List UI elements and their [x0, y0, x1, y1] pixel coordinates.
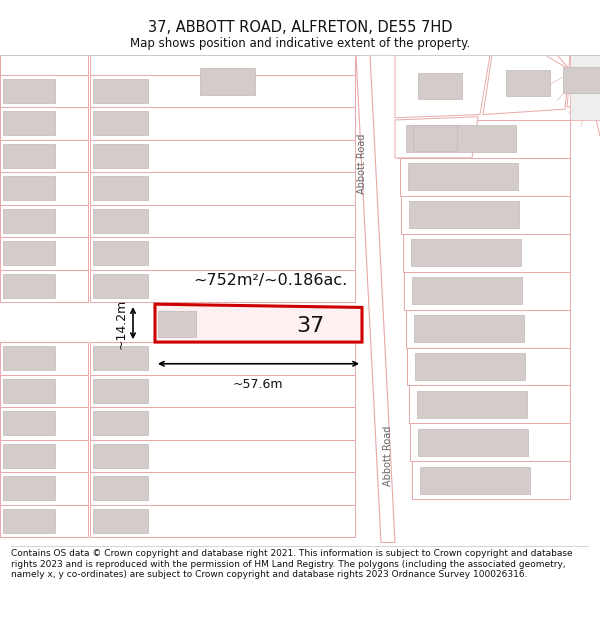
Bar — [90, 204, 355, 237]
Bar — [407, 348, 570, 386]
Bar — [3, 209, 55, 232]
Bar — [93, 411, 148, 435]
Bar — [0, 374, 88, 407]
Bar — [406, 126, 516, 152]
Bar — [90, 407, 355, 439]
Bar — [90, 107, 355, 139]
Bar — [410, 423, 570, 461]
Bar — [90, 139, 355, 172]
Bar — [93, 176, 148, 200]
Text: 37: 37 — [296, 316, 324, 336]
Text: ~57.6m: ~57.6m — [233, 378, 283, 391]
Bar — [563, 67, 600, 93]
Bar — [3, 509, 55, 532]
Bar — [93, 274, 148, 298]
Bar — [409, 201, 519, 228]
Bar — [0, 204, 88, 237]
Bar — [93, 241, 148, 265]
Bar — [400, 158, 570, 196]
Bar — [200, 68, 255, 95]
Bar — [416, 391, 527, 418]
Bar — [90, 504, 355, 537]
Bar — [90, 439, 355, 472]
Bar — [406, 309, 570, 348]
Bar — [0, 55, 88, 74]
Polygon shape — [567, 55, 600, 107]
Bar — [401, 196, 570, 234]
Polygon shape — [356, 55, 395, 542]
Polygon shape — [483, 55, 570, 114]
Bar — [398, 120, 570, 158]
Bar — [93, 379, 148, 402]
Bar — [412, 461, 570, 499]
Bar — [3, 411, 55, 435]
Polygon shape — [395, 55, 490, 118]
Bar — [3, 176, 55, 200]
Bar — [0, 439, 88, 472]
Polygon shape — [395, 117, 478, 158]
Bar — [93, 79, 148, 102]
Bar — [93, 209, 148, 232]
Text: 37, ABBOTT ROAD, ALFRETON, DE55 7HD: 37, ABBOTT ROAD, ALFRETON, DE55 7HD — [148, 20, 452, 35]
Bar — [3, 379, 55, 402]
Bar — [418, 429, 528, 456]
Bar — [0, 407, 88, 439]
Bar — [410, 239, 521, 266]
Bar — [90, 74, 355, 107]
Text: Map shows position and indicative extent of the property.: Map shows position and indicative extent… — [130, 38, 470, 50]
Bar — [413, 125, 457, 151]
Polygon shape — [155, 304, 362, 342]
Bar — [90, 374, 355, 407]
Bar — [93, 476, 148, 500]
Bar — [93, 144, 148, 168]
Bar — [407, 163, 517, 191]
Bar — [0, 342, 88, 374]
Bar — [0, 504, 88, 537]
Bar — [0, 237, 88, 269]
Bar — [90, 237, 355, 269]
Bar — [570, 55, 600, 120]
Bar — [0, 74, 88, 107]
Bar — [413, 315, 523, 342]
Bar — [415, 353, 525, 380]
Bar — [0, 269, 88, 302]
Bar — [3, 444, 55, 468]
Bar — [3, 476, 55, 500]
Bar — [3, 111, 55, 135]
Bar — [93, 111, 148, 135]
Bar — [403, 234, 570, 272]
Bar — [0, 172, 88, 204]
Bar — [158, 311, 196, 337]
Bar — [3, 241, 55, 265]
Bar — [418, 72, 462, 99]
Bar — [3, 79, 55, 102]
Bar — [93, 509, 148, 532]
Bar — [0, 472, 88, 504]
Bar — [419, 467, 530, 494]
Bar — [505, 71, 550, 96]
Bar — [3, 346, 55, 370]
Text: ~752m²/~0.186ac.: ~752m²/~0.186ac. — [193, 273, 347, 288]
Text: Abbott Road: Abbott Road — [383, 426, 393, 486]
Bar — [3, 274, 55, 298]
Bar — [412, 277, 522, 304]
Bar — [409, 386, 570, 423]
Text: ~14.2m: ~14.2m — [115, 299, 128, 349]
Bar — [90, 472, 355, 504]
Text: Contains OS data © Crown copyright and database right 2021. This information is : Contains OS data © Crown copyright and d… — [11, 549, 572, 579]
Bar — [90, 55, 355, 74]
Bar — [93, 444, 148, 468]
Bar — [404, 272, 570, 309]
Bar — [93, 346, 148, 370]
Bar — [90, 342, 355, 374]
Bar — [0, 139, 88, 172]
Text: Abbott Road: Abbott Road — [357, 133, 367, 194]
Bar — [3, 144, 55, 168]
Bar — [0, 107, 88, 139]
Bar — [90, 269, 355, 302]
Bar — [90, 172, 355, 204]
